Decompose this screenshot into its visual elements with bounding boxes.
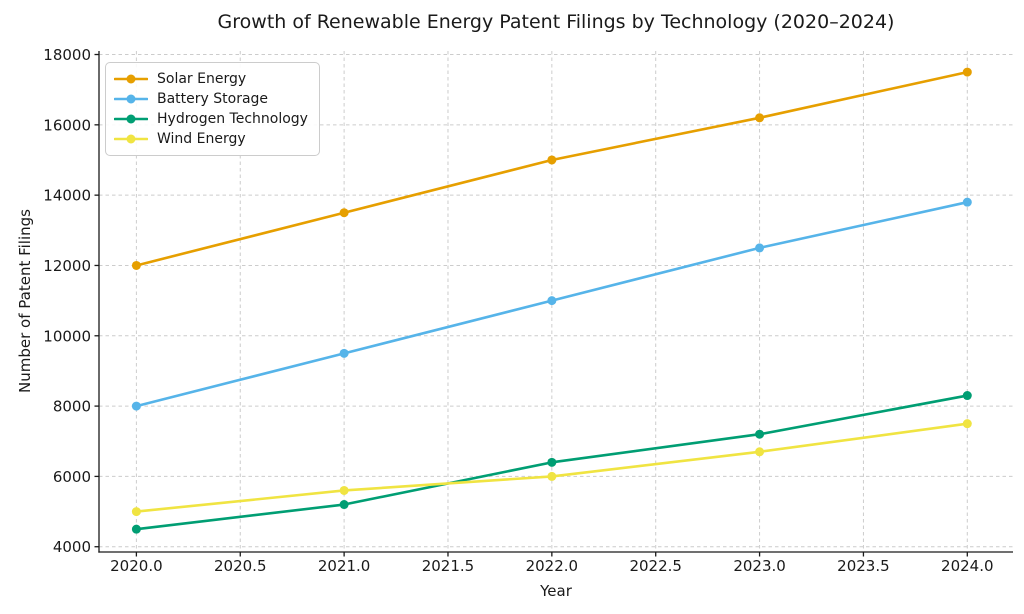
data-point-wind-energy-2023 xyxy=(755,447,765,457)
data-point-solar-energy-2022 xyxy=(547,155,557,165)
legend-item-wind-energy: Wind Energy xyxy=(114,129,308,149)
data-point-hydrogen-technology-2020 xyxy=(131,524,141,534)
y-tick-label: 18000 xyxy=(43,46,91,64)
legend-item-battery-storage: Battery Storage xyxy=(114,89,308,109)
legend-marker-icon xyxy=(114,114,148,124)
y-axis-label: Number of Patent Filings xyxy=(16,209,34,393)
y-tick-label: 6000 xyxy=(53,468,91,486)
data-point-hydrogen-technology-2021 xyxy=(339,500,349,510)
legend-item-hydrogen-technology: Hydrogen Technology xyxy=(114,109,308,129)
y-tick-label: 10000 xyxy=(43,327,91,345)
x-tick-label: 2022.5 xyxy=(629,557,682,575)
data-point-wind-energy-2024 xyxy=(962,419,972,429)
legend-label: Battery Storage xyxy=(157,91,269,107)
tick-marks: 2020.0 2020.5 2021.0 2021.5 2022.0 2022.5 2023… xyxy=(43,46,993,575)
y-tick-label: 4000 xyxy=(53,538,91,556)
legend-item-solar-energy: Solar Energy xyxy=(114,69,308,89)
legend-marker-icon xyxy=(114,74,148,84)
data-point-wind-energy-2022 xyxy=(547,471,557,481)
y-tick-label: 16000 xyxy=(43,116,91,134)
data-point-wind-energy-2021 xyxy=(339,485,349,495)
legend-label: Wind Energy xyxy=(157,131,246,147)
x-tick-label: 2022.0 xyxy=(526,557,579,575)
series-solar-energy xyxy=(131,67,972,270)
data-point-battery-storage-2022 xyxy=(547,296,557,306)
legend-marker-icon xyxy=(114,94,148,104)
data-point-wind-energy-2020 xyxy=(131,507,141,517)
x-tick-label: 2021.0 xyxy=(318,557,371,575)
data-point-battery-storage-2024 xyxy=(962,197,972,207)
data-point-solar-energy-2020 xyxy=(131,260,141,270)
series-hydrogen-technology xyxy=(131,391,972,534)
data-point-hydrogen-technology-2024 xyxy=(962,391,972,401)
y-tick-label: 8000 xyxy=(53,398,91,416)
y-tick-label: 12000 xyxy=(43,257,91,275)
series-battery-storage xyxy=(131,197,972,411)
axes-spines xyxy=(98,51,1013,553)
legend: Solar Energy Battery Storage Hydrogen Tech… xyxy=(105,62,320,156)
legend-label: Solar Energy xyxy=(157,71,247,87)
x-tick-label: 2024.0 xyxy=(941,557,994,575)
x-tick-label: 2020.5 xyxy=(214,557,267,575)
data-point-solar-energy-2024 xyxy=(962,67,972,77)
x-tick-label: 2021.5 xyxy=(422,557,475,575)
data-point-battery-storage-2021 xyxy=(339,348,349,358)
gridlines xyxy=(99,51,1013,552)
data-point-hydrogen-technology-2022 xyxy=(547,457,557,467)
y-tick-label: 14000 xyxy=(43,187,91,205)
data-point-battery-storage-2020 xyxy=(131,401,141,411)
x-tick-label: 2023.5 xyxy=(837,557,890,575)
x-tick-label: 2020.0 xyxy=(110,557,163,575)
x-tick-label: 2023.0 xyxy=(733,557,786,575)
legend-label: Hydrogen Technology xyxy=(157,111,308,127)
legend-marker-icon xyxy=(114,134,148,144)
chart-title: Growth of Renewable Energy Patent Filing… xyxy=(217,11,895,33)
x-axis-label: Year xyxy=(540,582,572,600)
data-point-hydrogen-technology-2023 xyxy=(755,429,765,439)
data-point-solar-energy-2023 xyxy=(755,113,765,123)
data-point-solar-energy-2021 xyxy=(339,208,349,218)
series-wind-energy xyxy=(131,419,972,517)
data-point-battery-storage-2023 xyxy=(755,243,765,253)
